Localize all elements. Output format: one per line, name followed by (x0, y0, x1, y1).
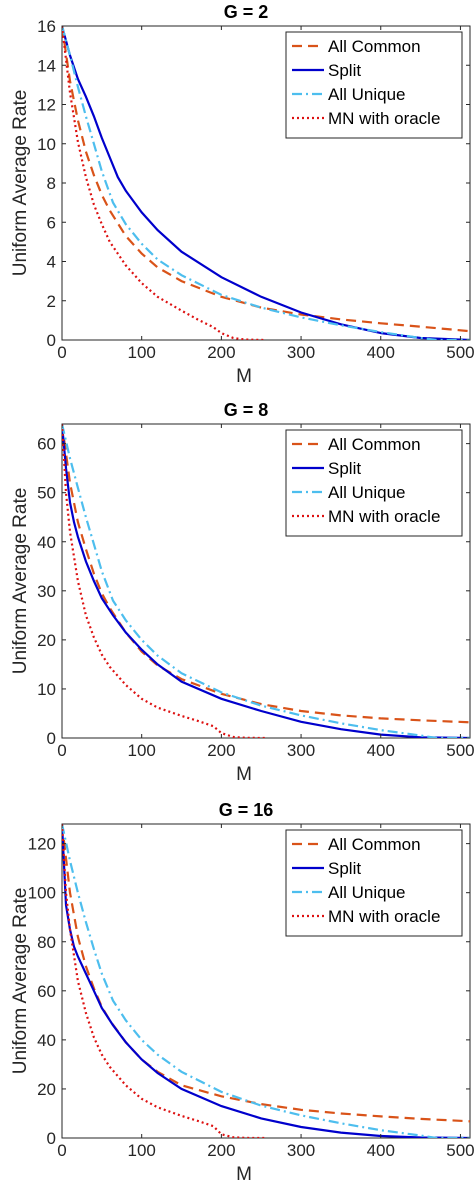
chart-title: G = 16 (219, 800, 274, 820)
legend-box (285, 31, 463, 139)
chart-panel-3: 0 100 200 300 400 500 0 20 40 60 80 100 120 G = 16 M Un… (10, 800, 474, 1185)
x-tick-label: 200 (207, 1141, 235, 1160)
y-tick-label: 2 (47, 292, 56, 311)
series-line-all-unique (62, 824, 470, 1138)
x-tick-label: 400 (367, 343, 395, 362)
series-line-split (62, 424, 470, 738)
x-tick-label: 500 (446, 741, 474, 760)
chart-title: G = 8 (224, 400, 269, 420)
x-tick-label: 400 (367, 741, 395, 760)
y-axis-label: Uniform Average Rate (10, 90, 31, 277)
x-tick-label: 100 (128, 343, 156, 362)
legend-label: All Unique (328, 483, 406, 502)
x-tick-label: 0 (57, 1141, 66, 1160)
chart-title: G = 2 (224, 2, 269, 22)
legend-box (285, 429, 463, 537)
y-tick-label: 60 (37, 982, 56, 1001)
legend: All Common Split All Unique MN with oracle (285, 31, 463, 139)
x-axis-label: M (236, 764, 252, 785)
x-tick-label: 100 (128, 741, 156, 760)
x-tick-label: 200 (207, 741, 235, 760)
legend-label: All Common (328, 835, 421, 854)
x-tick-label: 500 (446, 1141, 474, 1160)
y-tick-label: 40 (37, 533, 56, 552)
x-tick-label: 200 (207, 343, 235, 362)
axes-box (61, 423, 471, 739)
legend: All Common Split All Unique MN with oracle (285, 429, 463, 537)
chart-panel-1: 0 100 200 300 400 500 0 2 4 6 8 10 12 14 16 G = 2 M Unifo… (10, 2, 474, 387)
series-line-all-unique (62, 424, 470, 738)
series-line-mn-with-oracle (62, 26, 267, 340)
y-tick-label: 16 (37, 17, 56, 36)
y-tick-label: 40 (37, 1031, 56, 1050)
legend-label: Split (328, 459, 361, 478)
y-tick-label: 4 (47, 253, 56, 272)
legend-label: All Common (328, 37, 421, 56)
legend-label: All Unique (328, 883, 406, 902)
series-line-mn-with-oracle (62, 424, 267, 738)
x-tick-label: 0 (57, 741, 66, 760)
legend-label: MN with oracle (328, 507, 440, 526)
y-tick-label: 0 (47, 331, 56, 350)
x-tick-label: 400 (367, 1141, 395, 1160)
legend-label: All Common (328, 435, 421, 454)
y-tick-label: 10 (37, 135, 56, 154)
series-line-split (62, 824, 470, 1138)
legend: All Common Split All Unique MN with oracle (285, 829, 463, 937)
y-tick-label: 10 (37, 680, 56, 699)
x-tick-label: 100 (128, 1141, 156, 1160)
x-axis-label: M (236, 1164, 252, 1185)
series-line-all-common (62, 26, 470, 333)
series-line-mn-with-oracle (62, 824, 267, 1138)
legend-label: Split (328, 61, 361, 80)
x-tick-label: 300 (287, 343, 315, 362)
y-tick-label: 100 (28, 884, 56, 903)
x-tick-label: 500 (446, 343, 474, 362)
y-tick-label: 50 (37, 484, 56, 503)
axes-box (61, 823, 471, 1139)
x-tick-label: 0 (57, 343, 66, 362)
y-tick-label: 20 (37, 631, 56, 650)
x-tick-label: 300 (287, 741, 315, 760)
y-axis-label: Uniform Average Rate (10, 488, 31, 675)
series-line-split (62, 26, 470, 340)
y-tick-label: 60 (37, 435, 56, 454)
y-axis-label: Uniform Average Rate (10, 888, 31, 1075)
legend-label: MN with oracle (328, 109, 440, 128)
y-tick-label: 6 (47, 213, 56, 232)
y-tick-label: 120 (28, 835, 56, 854)
legend-label: MN with oracle (328, 907, 440, 926)
y-tick-label: 12 (37, 96, 56, 115)
legend-label: Split (328, 859, 361, 878)
y-tick-label: 8 (47, 174, 56, 193)
x-tick-label: 300 (287, 1141, 315, 1160)
y-tick-label: 30 (37, 582, 56, 601)
legend-label: All Unique (328, 85, 406, 104)
y-tick-label: 14 (37, 56, 56, 75)
legend-box (285, 829, 463, 937)
series-line-all-common (62, 424, 470, 724)
y-tick-label: 20 (37, 1080, 56, 1099)
y-tick-label: 80 (37, 933, 56, 952)
y-tick-label: 0 (47, 729, 56, 748)
chart-panel-2: 0 100 200 300 400 500 0 10 20 30 40 50 60 G = 8 M Unifo… (10, 400, 474, 785)
y-tick-label: 0 (47, 1129, 56, 1148)
x-axis-label: M (236, 366, 252, 387)
